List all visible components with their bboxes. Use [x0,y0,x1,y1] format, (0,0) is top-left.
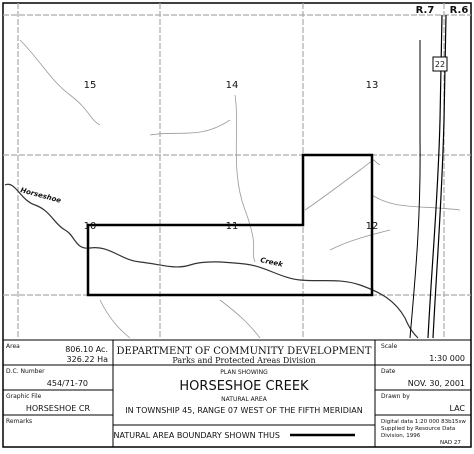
plan-showing: PLAN SHOWING [220,369,268,376]
dc-number: 454/71-70 [47,379,88,388]
area-name: HORSESHOE CREEK [179,379,309,394]
natural-area-boundary [86,153,374,297]
range-label: R.6 [450,5,469,16]
field-label: Remarks [6,418,32,425]
section-label: 14 [226,80,239,91]
field-label: Graphic File [6,393,42,400]
field-label: Drawn by [381,393,410,400]
creek-label: Horseshoe [19,186,62,205]
field-label: Area [6,343,20,350]
range-label: R.7 [416,5,435,16]
streams [19,39,461,339]
creek [4,183,419,339]
field-label: Date [381,368,396,375]
creek-label: Creek [260,256,285,269]
section-label: 10 [84,221,97,232]
highway-shield [432,56,448,72]
source-line: Digital data 1:20 000 83b15sw [381,419,466,425]
area-hectares: 326.22 Ha [67,355,109,364]
highway-label: 22 [435,60,445,69]
division: Parks and Protected Areas Division [172,356,315,365]
file-name: HORSESHOE CR [26,404,91,413]
section-label: 11 [226,221,239,232]
road [409,40,421,339]
section-label: 13 [366,80,379,91]
area-acres: 806.10 Ac. [65,345,108,354]
section-label: 12 [366,221,379,232]
date: NOV. 30, 2001 [408,379,465,388]
highway-edge [432,14,447,339]
highway-edge [427,14,443,339]
scale: 1:30 000 [429,354,465,363]
legend-text: NATURAL AREA BOUNDARY SHOWN THUS [113,431,280,440]
field-label: Scale [381,343,397,350]
source-line: Division, 1996 [381,433,421,439]
drawn-by: LAC [449,404,465,413]
natural-area: NATURAL AREA [221,396,268,403]
section-label: 15 [84,80,97,91]
department: DEPARTMENT OF COMMUNITY DEVELOPMENT [116,346,371,357]
field-label: D.C. Number [6,368,45,375]
source-line: NAD 27 [440,440,461,446]
sheet-border [2,2,472,448]
source-line: Supplied by Resource Data [381,426,455,432]
location: IN TOWNSHIP 45, RANGE 07 WEST OF THE FIF… [125,406,362,415]
title-block [3,339,471,447]
